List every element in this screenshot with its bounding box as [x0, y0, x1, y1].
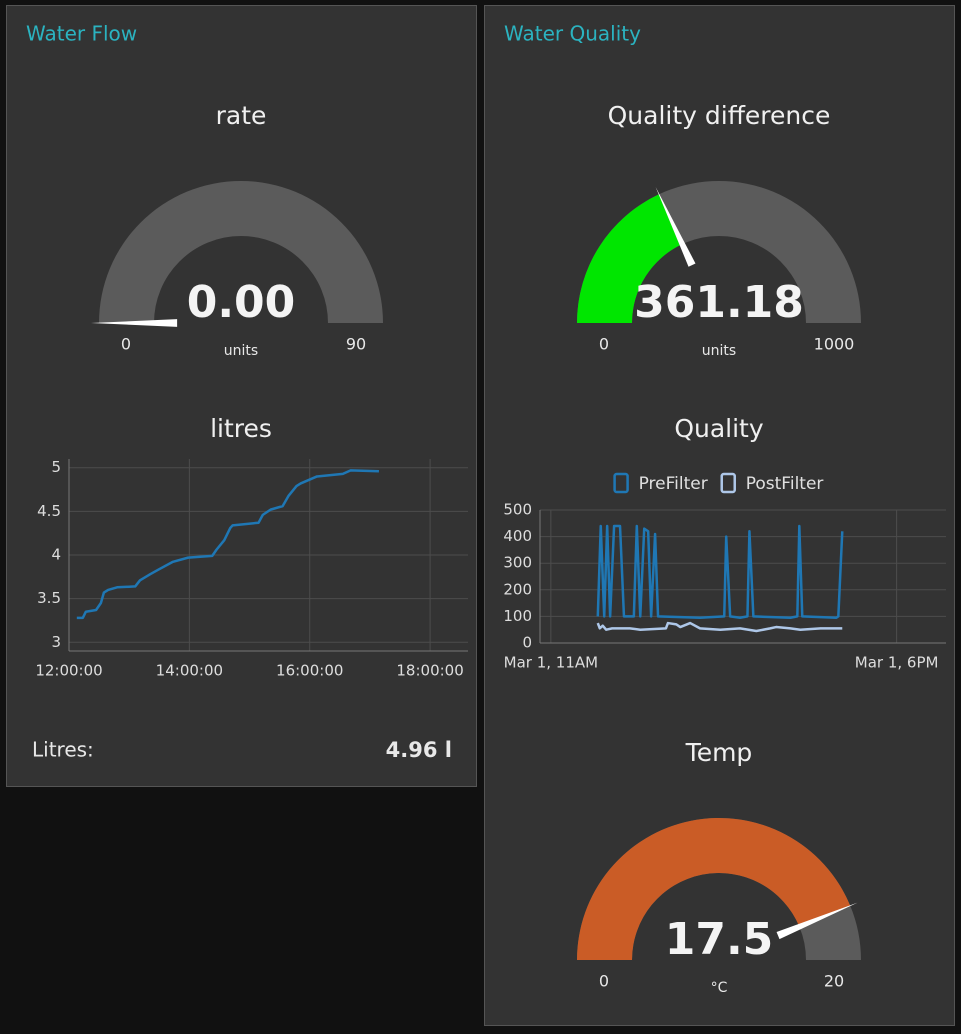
legend-label: PreFilter [639, 474, 708, 494]
gauge-title: rate [216, 101, 267, 130]
legend-label: PostFilter [746, 474, 824, 494]
gauge-max: 90 [346, 335, 366, 354]
gauge-value: 17.5 [665, 914, 774, 965]
gauge-max: 20 [824, 972, 844, 991]
chart-title: litres [210, 414, 272, 443]
gauge-track [99, 181, 383, 323]
data-line [596, 524, 844, 619]
gauge-title: Temp [685, 738, 753, 767]
gauge-value-arc [577, 194, 683, 323]
gauge-units: °C [711, 980, 728, 996]
y-tick-label: 4 [51, 546, 61, 564]
y-tick-label: 300 [503, 554, 532, 572]
x-tick-label: 16:00:00 [276, 662, 343, 680]
y-tick-label: 500 [503, 501, 532, 519]
text-label: Litres: [32, 738, 94, 762]
x-tick-label: 14:00:00 [156, 662, 223, 680]
x-tick-label: Mar 1, 6PM [855, 654, 939, 672]
group-panel [6, 5, 477, 787]
y-tick-label: 5 [51, 458, 61, 476]
gauge-needle [655, 187, 696, 267]
x-tick-label: Mar 1, 11AM [504, 654, 598, 672]
text-value: 4.96 l [386, 738, 452, 762]
gauge-value: 361.18 [634, 277, 804, 328]
gauge-needle [776, 902, 858, 940]
x-tick-label: 12:00:00 [35, 662, 102, 680]
x-tick-label: 18:00:00 [396, 662, 463, 680]
legend-swatch [720, 472, 736, 494]
y-tick-label: 4.5 [37, 502, 61, 520]
data-line [596, 621, 843, 633]
chart-title: Quality [674, 414, 764, 443]
gauge-title: Quality difference [608, 101, 831, 130]
gauge-units: units [224, 343, 258, 359]
gauge-min: 0 [599, 335, 609, 354]
gauge-value-arc [577, 817, 851, 960]
y-tick-label: 3 [51, 633, 61, 651]
y-tick-label: 100 [503, 607, 532, 625]
y-tick-label: 200 [503, 580, 532, 598]
gauge-max: 1000 [814, 335, 855, 354]
y-tick-label: 400 [503, 527, 532, 545]
group-title: Water Flow [26, 22, 137, 46]
gauge-needle [91, 319, 178, 327]
group-title: Water Quality [504, 22, 641, 46]
gauge-min: 0 [121, 335, 131, 354]
legend-swatch [613, 472, 629, 494]
gauge-units: units [702, 343, 736, 359]
gauge-min: 0 [599, 972, 609, 991]
gauge-value: 0.00 [187, 277, 296, 328]
y-tick-label: 0 [522, 634, 532, 652]
y-tick-label: 3.5 [37, 589, 61, 607]
data-line [76, 469, 379, 620]
